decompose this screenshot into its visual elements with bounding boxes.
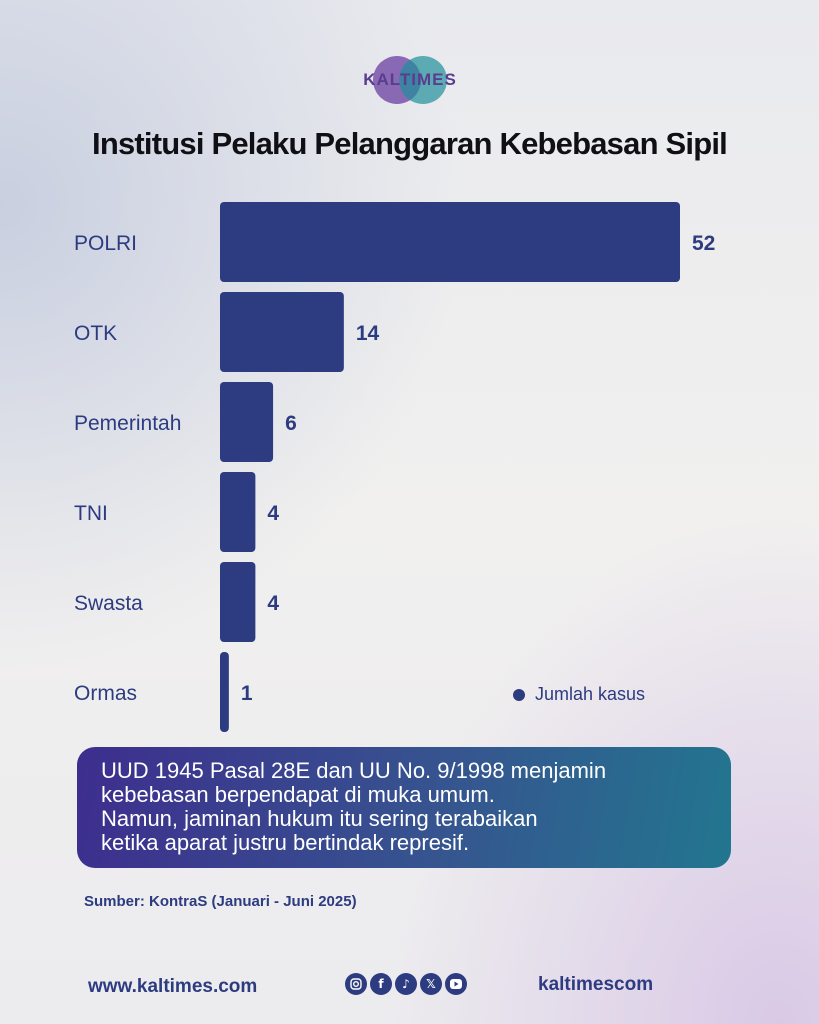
info-line: ketika aparat justru bertindak represif.: [101, 830, 470, 855]
info-line: UUD 1945 Pasal 28E dan UU No. 9/1998 men…: [101, 758, 607, 783]
bar-tni: [220, 472, 256, 552]
tiktok-icon[interactable]: ♪: [395, 973, 417, 995]
source-text: Sumber: KontraS (Januari - Juni 2025): [84, 893, 357, 910]
value-label: 6: [285, 412, 297, 435]
social-icons: f ♪ 𝕏: [345, 973, 467, 995]
category-label: OTK: [74, 322, 117, 345]
bar-chart: POLRI 52 OTK 14 Pemerintah 6 TNI 4 Swasta 4 Ormas 1: [74, 202, 715, 732]
kaltimes-logo: KALTIMES: [350, 50, 470, 110]
info-line: Namun, jaminan hukum itu sering terabaik…: [101, 806, 538, 831]
value-label: 1: [241, 682, 253, 705]
website-link[interactable]: www.kaltimes.com: [88, 976, 258, 997]
info-box: UUD 1945 Pasal 28E dan UU No. 9/1998 men…: [77, 747, 731, 868]
legend-marker: [513, 688, 525, 701]
bar-otk: [220, 292, 344, 372]
logo-mark: [373, 56, 447, 104]
category-label: Pemerintah: [74, 412, 181, 435]
legend-label: Jumlah kasus: [535, 684, 646, 704]
bar-pemerintah: [220, 382, 274, 462]
legend: Jumlah kasus: [513, 684, 645, 705]
x-icon[interactable]: 𝕏: [420, 973, 442, 995]
youtube-icon[interactable]: [445, 973, 467, 995]
value-label: 4: [267, 502, 279, 525]
bar-polri: [220, 202, 680, 282]
category-label: Ormas: [74, 682, 137, 705]
value-label: 52: [692, 232, 715, 255]
category-label: Swasta: [74, 592, 143, 615]
social-handle: kaltimescom: [538, 974, 654, 995]
logo-text: KALTIMES: [363, 70, 457, 89]
bar-ormas: [220, 652, 229, 732]
value-label: 14: [356, 322, 380, 345]
instagram-icon[interactable]: [345, 973, 367, 995]
bar-swasta: [220, 562, 256, 642]
category-label: POLRI: [74, 232, 137, 255]
chart-title: Institusi Pelaku Pelanggaran Kebebasan S…: [92, 126, 728, 161]
value-label: 4: [267, 592, 279, 615]
facebook-icon[interactable]: f: [370, 973, 392, 995]
info-line: kebebasan berpendapat di muka umum.: [101, 782, 495, 807]
category-label: TNI: [74, 502, 108, 525]
